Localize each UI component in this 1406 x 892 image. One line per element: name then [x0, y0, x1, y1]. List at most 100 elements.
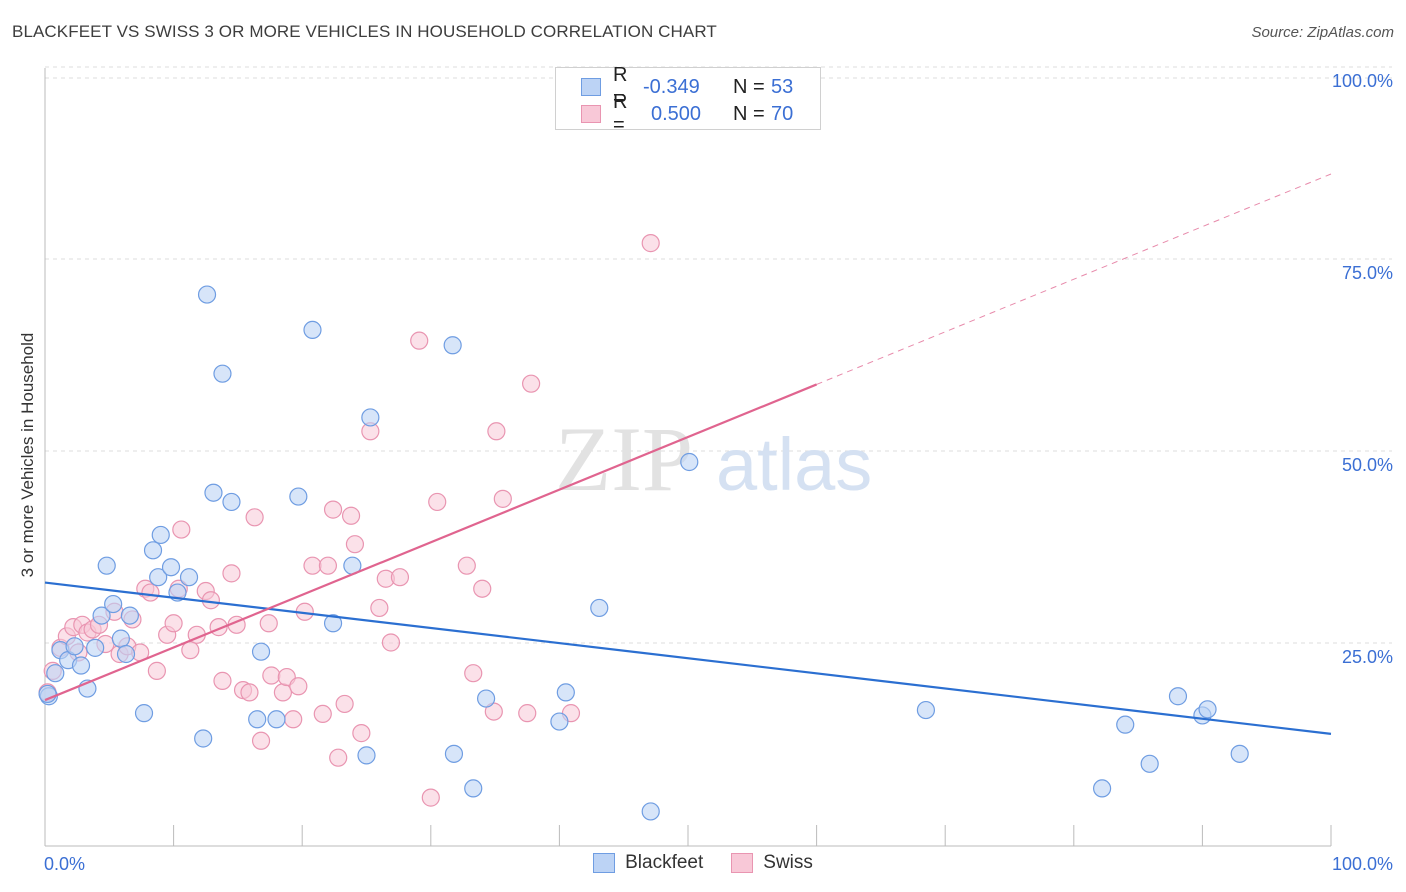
swiss-point — [329, 748, 348, 767]
r-label: R = — [613, 64, 628, 109]
blackfeet-trend-line — [44, 581, 1332, 735]
swiss-point — [213, 671, 232, 690]
legend-row-blackfeet: R = -0.349 N = 53 — [556, 64, 793, 109]
n-label: N = — [733, 75, 765, 98]
blackfeet-point — [1198, 700, 1217, 719]
blackfeet-point — [641, 802, 660, 821]
n-label: N = — [733, 102, 765, 125]
blackfeet-point — [161, 558, 181, 577]
y-tick-label: 100.0% — [1332, 71, 1393, 91]
blackfeet-points — [38, 285, 1249, 821]
blackfeet-legend-swatch — [593, 853, 616, 873]
blackfeet-point — [289, 487, 308, 506]
swiss-point — [172, 520, 191, 539]
blackfeet-point — [111, 629, 130, 648]
r-value: -0.349 — [643, 75, 700, 98]
swiss-swatch — [581, 105, 601, 123]
r-value: 0.500 — [651, 102, 702, 125]
blackfeet-point — [444, 744, 464, 763]
blackfeet-swatch — [581, 78, 601, 96]
legend-item-swiss[interactable]: Swiss — [731, 852, 813, 874]
blackfeet-point — [1116, 715, 1135, 734]
swiss-point — [245, 508, 264, 527]
blackfeet-point — [149, 568, 168, 587]
blackfeet-point — [303, 320, 322, 340]
blackfeet-point — [204, 483, 223, 502]
blackfeet-point — [357, 746, 376, 765]
swiss-point — [410, 331, 429, 350]
swiss-point — [390, 568, 410, 587]
blackfeet-point — [443, 336, 462, 355]
swiss-point — [473, 579, 492, 598]
blackfeet-point — [556, 683, 575, 702]
blackfeet-point — [197, 285, 217, 304]
legend-item-blackfeet[interactable]: Blackfeet — [593, 852, 703, 874]
swiss-point — [352, 724, 371, 743]
swiss-point — [341, 506, 361, 525]
swiss-point — [493, 489, 512, 508]
swiss-point — [240, 683, 259, 702]
swiss-point — [262, 666, 281, 685]
swiss-point — [284, 710, 303, 729]
blackfeet-point — [1168, 687, 1188, 706]
swiss-point — [421, 788, 440, 807]
swiss-point — [273, 683, 293, 702]
swiss-trend-line — [44, 383, 818, 702]
grid — [45, 66, 1392, 644]
tick-labels: 25.0% 50.0% 75.0% 100.0% 0.0% 100.0% — [44, 71, 1393, 874]
swiss-legend-label: Swiss — [763, 852, 813, 873]
blackfeet-point — [92, 606, 111, 625]
swiss-point — [381, 633, 401, 652]
blackfeet-point — [86, 638, 105, 657]
legend-row-swiss: R = 0.500 N = 70 — [556, 91, 794, 136]
y-tick-label: 50.0% — [1342, 455, 1393, 475]
y-tick-label: 75.0% — [1342, 263, 1393, 283]
blackfeet-legend-label: Blackfeet — [625, 852, 704, 873]
series-legend: Blackfeet Swiss — [0, 852, 1406, 874]
swiss-trend-extension — [816, 173, 1332, 385]
swiss-point — [323, 500, 343, 519]
swiss-point — [428, 492, 447, 512]
blackfeet-point — [464, 779, 483, 798]
blackfeet-point — [65, 637, 84, 656]
swiss-point — [318, 556, 338, 575]
swiss-point — [370, 598, 389, 618]
blackfeet-point — [1230, 744, 1249, 763]
blackfeet-point — [251, 642, 271, 661]
blackfeet-point — [116, 644, 136, 664]
swiss-point — [164, 614, 183, 633]
blackfeet-point — [151, 525, 170, 545]
trend-lines — [44, 173, 1332, 735]
swiss-point — [313, 704, 332, 724]
blackfeet-point — [143, 541, 163, 560]
blackfeet-point — [476, 689, 496, 708]
blackfeet-point — [213, 364, 232, 383]
n-value: 70 — [771, 102, 794, 125]
watermark: ZIP atlas — [555, 408, 872, 510]
swiss-point — [641, 234, 660, 253]
blackfeet-point — [71, 656, 91, 675]
swiss-point — [487, 422, 506, 441]
source-label: Source: ZipAtlas.com — [1251, 24, 1394, 41]
swiss-point — [259, 614, 278, 633]
blackfeet-point — [120, 606, 139, 625]
r-label: R = — [613, 91, 628, 136]
swiss-point — [303, 556, 322, 575]
swiss-point — [147, 661, 166, 680]
swiss-point — [345, 535, 365, 554]
blackfeet-point — [104, 594, 123, 614]
swiss-point — [335, 694, 354, 714]
swiss-legend-swatch — [731, 853, 754, 873]
swiss-point — [141, 583, 160, 602]
blackfeet-point — [323, 614, 343, 633]
swiss-point — [518, 704, 537, 723]
swiss-point — [457, 556, 476, 575]
blackfeet-point — [590, 598, 609, 618]
y-axis-label: 3 or more Vehicles in Household — [18, 332, 37, 578]
blackfeet-point — [550, 712, 569, 731]
swiss-point — [522, 374, 541, 393]
x-tick-label: 0.0% — [44, 854, 85, 874]
x-tick-label: 100.0% — [1332, 854, 1393, 874]
blackfeet-point — [97, 556, 116, 575]
